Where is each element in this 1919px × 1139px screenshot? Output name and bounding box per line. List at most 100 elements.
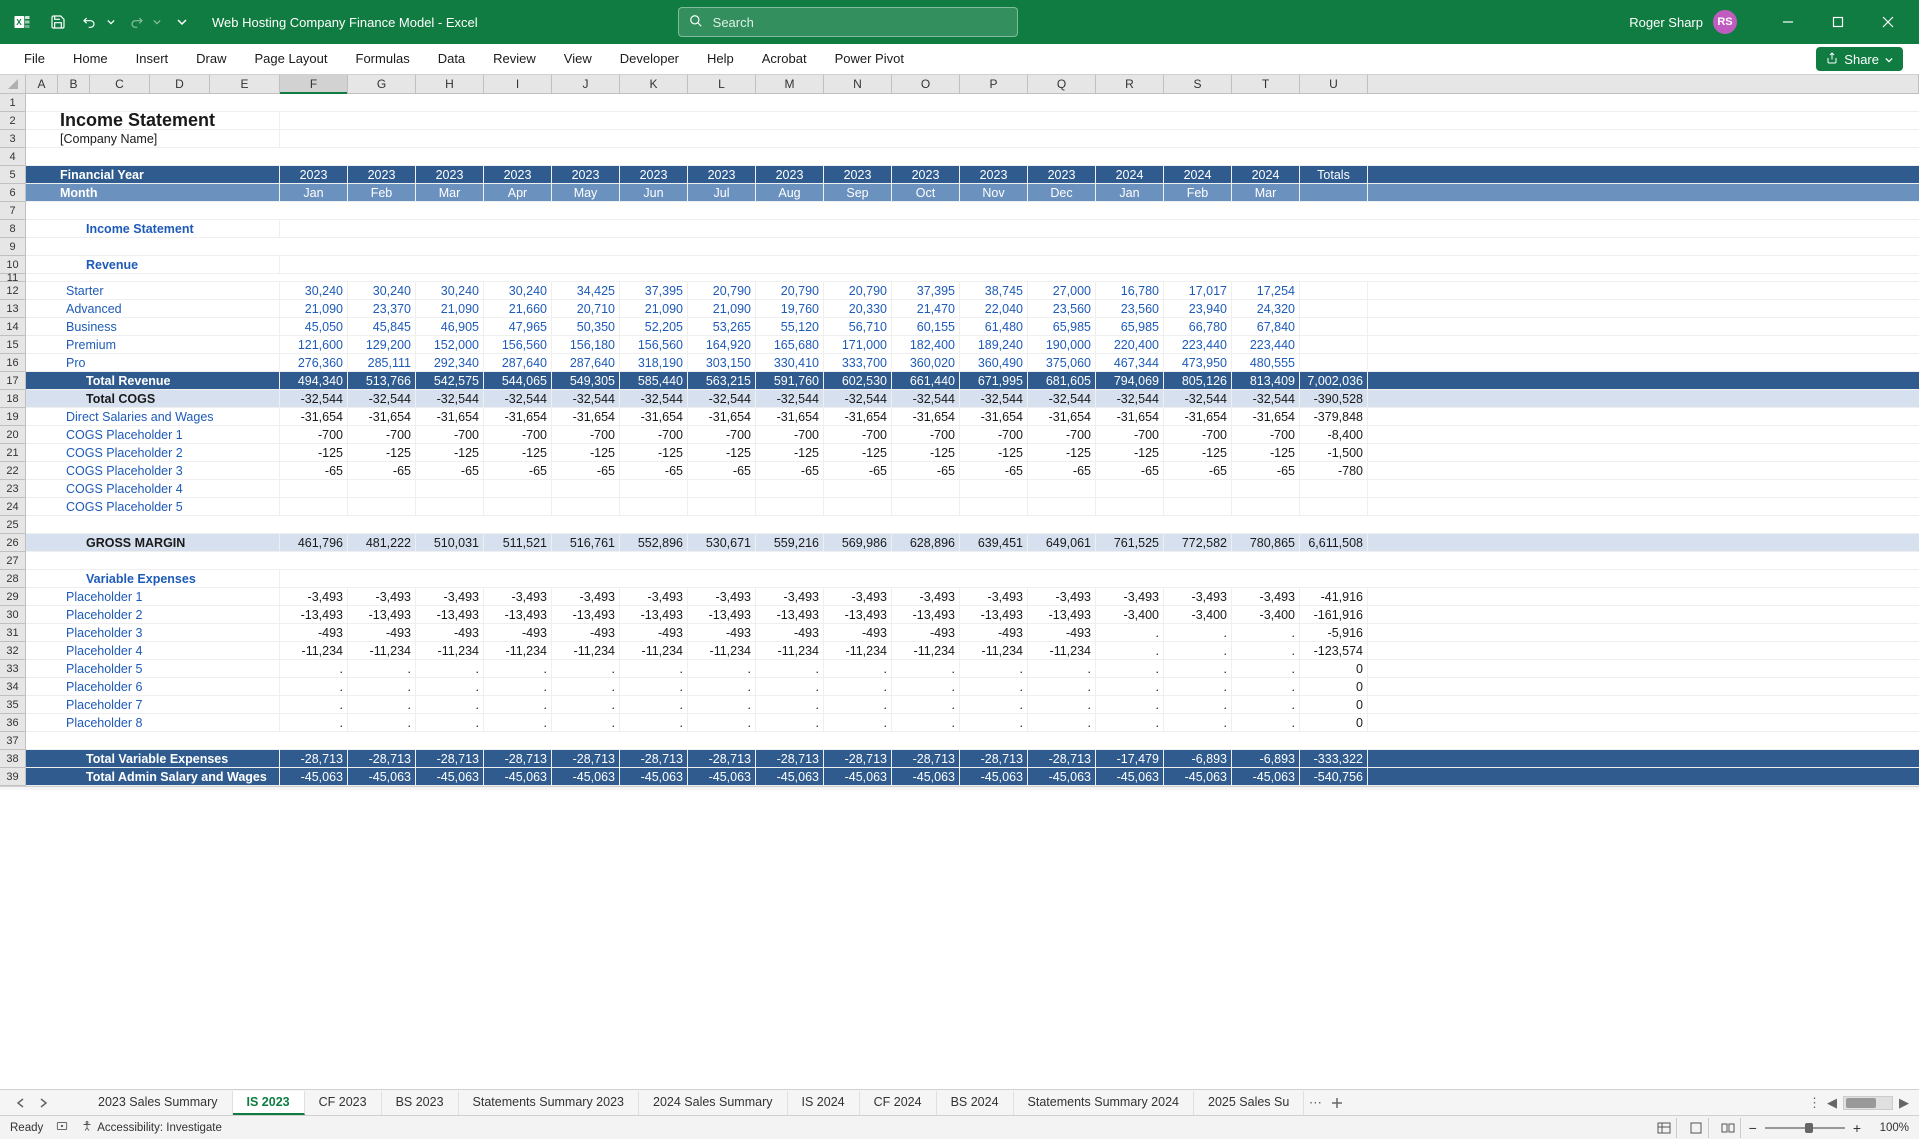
cell[interactable]: Placeholder 6 <box>26 678 280 695</box>
cell[interactable]: -45,063 <box>484 768 552 785</box>
cell[interactable]: . <box>1232 660 1300 677</box>
cell[interactable] <box>620 480 688 497</box>
cell[interactable]: -493 <box>348 624 416 641</box>
cell[interactable]: -32,544 <box>1232 390 1300 407</box>
cell[interactable]: Feb <box>1164 184 1232 201</box>
cell[interactable]: 360,490 <box>960 354 1028 371</box>
cell[interactable]: -31,654 <box>756 408 824 425</box>
row-header-28[interactable]: 28 <box>0 570 25 588</box>
cell[interactable]: 23,940 <box>1164 300 1232 317</box>
cell[interactable]: -65 <box>1028 462 1096 479</box>
ws-more-icon[interactable]: ⋯ <box>1304 1092 1326 1114</box>
cell[interactable]: 30,240 <box>280 282 348 299</box>
cell[interactable]: 156,560 <box>620 336 688 353</box>
cell[interactable]: -32,544 <box>416 390 484 407</box>
scroll-left-icon[interactable]: ◀ <box>1827 1095 1837 1111</box>
cell[interactable]: 780,865 <box>1232 534 1300 551</box>
cell[interactable]: 56,710 <box>824 318 892 335</box>
ribbon-tab-acrobat[interactable]: Acrobat <box>748 44 821 74</box>
zoom-slider[interactable] <box>1765 1127 1845 1129</box>
row-header-3[interactable]: 3 <box>0 130 25 148</box>
cell[interactable]: -125 <box>348 444 416 461</box>
cell[interactable]: Placeholder 5 <box>26 660 280 677</box>
cell[interactable]: -45,063 <box>1028 768 1096 785</box>
cell[interactable] <box>484 498 552 515</box>
cell[interactable]: . <box>1028 696 1096 713</box>
cell[interactable]: -6,893 <box>1164 750 1232 767</box>
ws-tab-bs-2023[interactable]: BS 2023 <box>382 1091 459 1115</box>
cell[interactable]: 2023 <box>756 166 824 183</box>
cell[interactable]: -125 <box>960 444 1028 461</box>
ribbon-tab-developer[interactable]: Developer <box>606 44 693 74</box>
cell[interactable]: -700 <box>552 426 620 443</box>
cell[interactable]: . <box>1164 714 1232 731</box>
row-header-34[interactable]: 34 <box>0 678 25 696</box>
cell[interactable]: -31,654 <box>280 408 348 425</box>
cell[interactable]: Variable Expenses <box>26 570 280 587</box>
cell[interactable]: Month <box>26 184 280 201</box>
cell[interactable]: 34,425 <box>552 282 620 299</box>
cell[interactable]: Pro <box>26 354 280 371</box>
cell[interactable]: 23,560 <box>1096 300 1164 317</box>
cell[interactable]: -13,493 <box>824 606 892 623</box>
cell[interactable]: [Company Name] <box>26 130 280 147</box>
cell[interactable]: . <box>1232 714 1300 731</box>
cell[interactable]: -11,234 <box>756 642 824 659</box>
cell[interactable]: . <box>552 678 620 695</box>
cell[interactable]: 52,205 <box>620 318 688 335</box>
cell[interactable]: -13,493 <box>552 606 620 623</box>
spreadsheet-grid[interactable]: 1234567891011121314151617181920212223242… <box>0 94 1919 786</box>
ws-tab-statements-summary-2023[interactable]: Statements Summary 2023 <box>459 1091 639 1115</box>
cell[interactable]: . <box>1096 660 1164 677</box>
cell[interactable]: 544,065 <box>484 372 552 389</box>
cell[interactable]: 220,400 <box>1096 336 1164 353</box>
cell[interactable]: -45,063 <box>620 768 688 785</box>
cell[interactable]: 47,965 <box>484 318 552 335</box>
cell[interactable]: Total Variable Expenses <box>26 750 280 767</box>
row-header-37[interactable]: 37 <box>0 732 25 750</box>
col-header-K[interactable]: K <box>620 75 688 93</box>
cell[interactable]: -11,234 <box>1028 642 1096 659</box>
cell[interactable]: 480,555 <box>1232 354 1300 371</box>
cell[interactable]: -45,063 <box>688 768 756 785</box>
cell[interactable]: -700 <box>892 426 960 443</box>
cell[interactable]: 24,320 <box>1232 300 1300 317</box>
cell[interactable]: -125 <box>280 444 348 461</box>
cell[interactable]: -125 <box>484 444 552 461</box>
cell[interactable]: 2023 <box>552 166 620 183</box>
cell[interactable]: . <box>1096 624 1164 641</box>
cell[interactable]: Business <box>26 318 280 335</box>
cell[interactable]: -11,234 <box>280 642 348 659</box>
cell[interactable]: . <box>280 696 348 713</box>
cell[interactable]: 530,671 <box>688 534 756 551</box>
cell[interactable]: Total COGS <box>26 390 280 407</box>
cell[interactable]: -28,713 <box>960 750 1028 767</box>
cell[interactable]: Starter <box>26 282 280 299</box>
share-button[interactable]: Share <box>1816 47 1903 71</box>
cell[interactable]: 0 <box>1300 660 1368 677</box>
cell[interactable]: -31,654 <box>1164 408 1232 425</box>
cell[interactable]: 671,995 <box>960 372 1028 389</box>
cell[interactable] <box>1300 300 1368 317</box>
row-header-14[interactable]: 14 <box>0 318 25 336</box>
cell[interactable]: -13,493 <box>280 606 348 623</box>
row-header-31[interactable]: 31 <box>0 624 25 642</box>
cell[interactable] <box>1300 498 1368 515</box>
cell[interactable]: -45,063 <box>552 768 620 785</box>
cell[interactable] <box>1096 480 1164 497</box>
cell[interactable]: -65 <box>1164 462 1232 479</box>
cell[interactable]: 511,521 <box>484 534 552 551</box>
cell[interactable]: . <box>416 714 484 731</box>
cell[interactable]: -3,493 <box>1096 588 1164 605</box>
cell[interactable]: Nov <box>960 184 1028 201</box>
cell[interactable]: -493 <box>620 624 688 641</box>
cell[interactable]: . <box>1096 642 1164 659</box>
cell[interactable]: Total Revenue <box>26 372 280 389</box>
ws-tab-statements-summary-2024[interactable]: Statements Summary 2024 <box>1014 1091 1194 1115</box>
cell[interactable]: COGS Placeholder 4 <box>26 480 280 497</box>
row-header-15[interactable]: 15 <box>0 336 25 354</box>
cell[interactable] <box>552 498 620 515</box>
cell[interactable] <box>1300 318 1368 335</box>
cell[interactable]: -31,654 <box>1096 408 1164 425</box>
cell[interactable]: 65,985 <box>1096 318 1164 335</box>
